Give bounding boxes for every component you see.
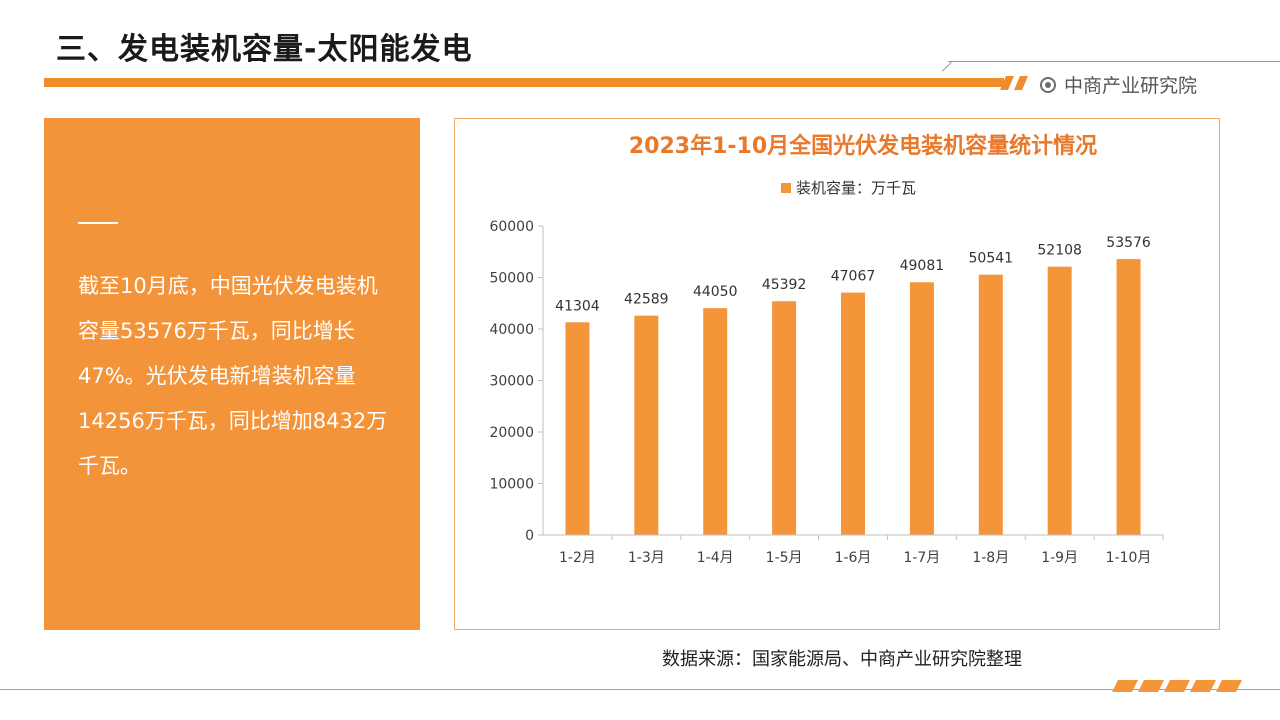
target-icon: [1040, 76, 1056, 93]
bar: [634, 315, 659, 535]
legend-swatch: [781, 183, 791, 193]
slash-decoration: [1000, 76, 1028, 90]
x-tick-label: 1-4月: [697, 550, 734, 566]
bars: 41304 42589 44050 45392 47067 49081 50541 52108…: [555, 235, 1151, 535]
bar: [978, 274, 1003, 535]
brand-name: 中商产业研究院: [1064, 75, 1198, 97]
bar: [1047, 266, 1072, 535]
bar: [565, 322, 590, 535]
data-source: 数据来源：国家能源局、中商产业研究院整理: [662, 649, 1022, 670]
x-tick-label: 1-2月: [559, 550, 596, 566]
header-rule-angle: [941, 61, 953, 72]
y-tick-label: 30000: [489, 374, 534, 390]
data-label: 50541: [969, 251, 1014, 267]
chart-panel: 2023年1-10月全国光伏发电装机容量统计情况 装机容量：万千瓦 0 10000…: [454, 118, 1220, 630]
legend-label: 装机容量：万千瓦: [796, 179, 916, 197]
y-tick-label: 40000: [489, 322, 534, 338]
data-label: 44050: [693, 284, 738, 300]
x-tick-label: 1-9月: [1041, 550, 1078, 566]
y-tick-label: 0: [525, 528, 534, 544]
y-tick-label: 20000: [489, 425, 534, 441]
bar: [841, 292, 865, 535]
x-tick-label: 1-10月: [1106, 550, 1152, 566]
x-tick-label: 1-5月: [766, 550, 803, 566]
y-axis: 0 10000 20000 30000 40000 50000 60000: [489, 219, 544, 544]
footer-rule: [0, 689, 1280, 690]
data-label: 41304: [555, 298, 600, 314]
data-label: 47067: [831, 269, 876, 285]
title-underline: [44, 78, 1004, 87]
x-tick-label: 1-6月: [835, 550, 872, 566]
x-tick-label: 1-8月: [972, 550, 1009, 566]
summary-text: 截至10月底，中国光伏发电装机容量53576万千瓦，同比增长47%。光伏发电新增…: [78, 274, 388, 478]
summary-panel: 截至10月底，中国光伏发电装机容量53576万千瓦，同比增长47%。光伏发电新增…: [44, 118, 420, 630]
data-label: 49081: [900, 258, 945, 274]
x-axis: 1-2月 1-3月 1-4月 1-5月 1-6月 1-7月 1-8月 1-9月 1-10月: [543, 534, 1164, 566]
bar: [909, 282, 934, 535]
bar-chart: 2023年1-10月全国光伏发电装机容量统计情况 装机容量：万千瓦 0 10000…: [489, 133, 1164, 566]
bar: [1116, 259, 1141, 535]
brand: 中商产业研究院: [1040, 71, 1197, 98]
footer-decoration: [1112, 680, 1242, 692]
page-title: 三、发电装机容量-太阳能发电: [56, 32, 473, 67]
data-label: 52108: [1037, 243, 1082, 259]
data-label: 45392: [762, 277, 807, 293]
data-label: 42589: [624, 292, 669, 308]
y-tick-label: 60000: [489, 219, 534, 235]
x-tick-label: 1-3月: [628, 550, 665, 566]
x-tick-label: 1-7月: [903, 550, 940, 566]
panel-dash: [78, 222, 118, 224]
header-rule: [948, 61, 1280, 62]
y-tick-label: 50000: [489, 271, 534, 287]
bar: [772, 301, 797, 535]
y-tick-label: 10000: [489, 477, 534, 493]
chart-title: 2023年1-10月全国光伏发电装机容量统计情况: [629, 133, 1097, 159]
bar: [703, 308, 728, 535]
data-label: 53576: [1106, 235, 1151, 251]
